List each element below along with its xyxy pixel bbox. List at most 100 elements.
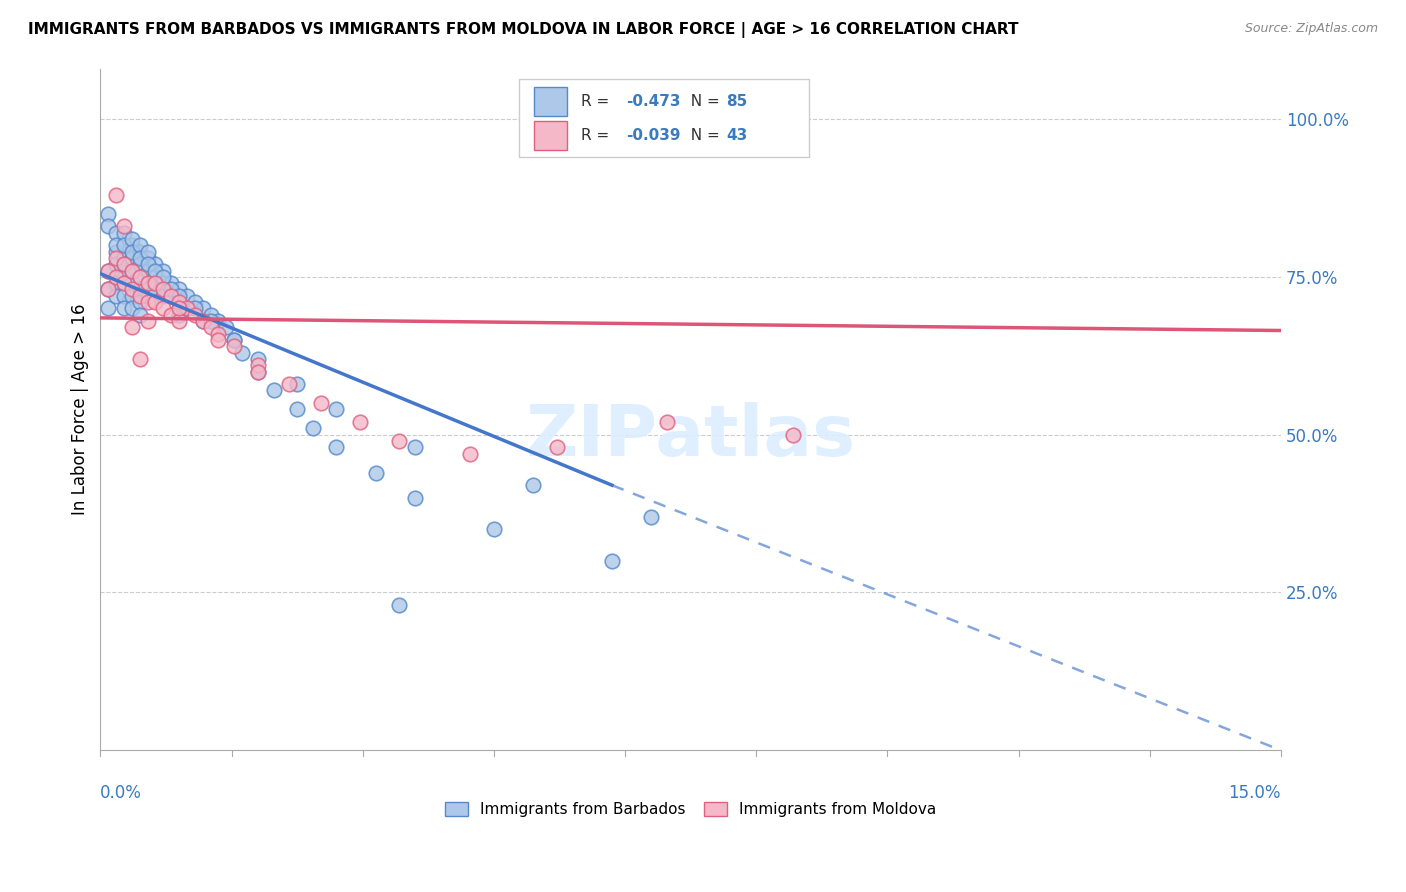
Point [112, 238, 135, 252]
Point [152, 269, 174, 284]
Text: 15.0%: 15.0% [1229, 784, 1281, 803]
Point [167, 308, 190, 322]
Point [145, 263, 167, 277]
Point [112, 301, 135, 316]
Point [128, 295, 150, 310]
Point [97, 263, 120, 277]
Point [200, 308, 222, 322]
Point [640, 509, 662, 524]
FancyBboxPatch shape [519, 78, 808, 157]
Point [200, 320, 222, 334]
Point [145, 283, 167, 297]
Point [97, 301, 120, 316]
Point [145, 276, 167, 290]
Point [546, 440, 568, 454]
Point [152, 301, 174, 316]
Point [128, 308, 150, 322]
Point [191, 314, 214, 328]
Point [128, 269, 150, 284]
Point [482, 522, 505, 536]
Text: N =: N = [682, 128, 725, 143]
Point [160, 289, 183, 303]
Point [404, 440, 426, 454]
Point [349, 415, 371, 429]
Point [167, 314, 190, 328]
Point [136, 263, 159, 277]
Point [145, 257, 167, 271]
Point [112, 251, 135, 265]
Point [167, 295, 190, 310]
Point [121, 232, 143, 246]
Point [128, 283, 150, 297]
Point [246, 365, 269, 379]
Point [97, 283, 120, 297]
Point [600, 554, 623, 568]
Point [97, 263, 120, 277]
Point [112, 257, 135, 271]
Point [191, 314, 214, 328]
Point [112, 289, 135, 303]
Text: R =: R = [581, 128, 614, 143]
Point [215, 320, 238, 334]
Point [782, 427, 804, 442]
Point [121, 263, 143, 277]
Point [167, 289, 190, 303]
Point [167, 283, 190, 297]
Point [112, 269, 135, 284]
Point [184, 295, 207, 310]
Point [160, 308, 183, 322]
Point [105, 251, 128, 265]
Text: -0.473: -0.473 [626, 94, 681, 109]
Point [404, 491, 426, 505]
Point [145, 269, 167, 284]
Point [112, 219, 135, 234]
Point [105, 276, 128, 290]
Point [278, 377, 301, 392]
Point [388, 434, 411, 448]
Point [121, 251, 143, 265]
Point [128, 251, 150, 265]
Point [152, 276, 174, 290]
Point [302, 421, 325, 435]
Point [136, 276, 159, 290]
Point [152, 263, 174, 277]
Point [121, 289, 143, 303]
Point [167, 301, 190, 316]
Point [112, 276, 135, 290]
Point [121, 301, 143, 316]
Point [309, 396, 332, 410]
Y-axis label: In Labor Force | Age > 16: In Labor Force | Age > 16 [72, 303, 89, 516]
Text: 0.0%: 0.0% [100, 784, 142, 803]
Text: IMMIGRANTS FROM BARBADOS VS IMMIGRANTS FROM MOLDOVA IN LABOR FORCE | AGE > 16 CO: IMMIGRANTS FROM BARBADOS VS IMMIGRANTS F… [28, 22, 1018, 38]
Point [224, 333, 246, 347]
Point [121, 276, 143, 290]
Point [388, 598, 411, 612]
Point [285, 402, 308, 417]
Point [176, 289, 198, 303]
Point [522, 478, 544, 492]
Legend: Immigrants from Barbados, Immigrants from Moldova: Immigrants from Barbados, Immigrants fro… [439, 796, 942, 823]
Point [97, 219, 120, 234]
Point [224, 339, 246, 353]
Text: ZIPatlas: ZIPatlas [526, 402, 856, 471]
Point [152, 289, 174, 303]
Point [325, 440, 347, 454]
Point [121, 320, 143, 334]
Point [191, 301, 214, 316]
Point [128, 289, 150, 303]
Point [121, 238, 143, 252]
Point [152, 283, 174, 297]
Point [105, 289, 128, 303]
Point [121, 283, 143, 297]
Point [176, 301, 198, 316]
Point [231, 345, 253, 359]
Point [136, 251, 159, 265]
Point [246, 365, 269, 379]
Text: 85: 85 [725, 94, 748, 109]
Point [136, 314, 159, 328]
Point [160, 289, 183, 303]
Point [655, 415, 678, 429]
Point [246, 351, 269, 366]
Point [184, 301, 207, 316]
Point [285, 377, 308, 392]
